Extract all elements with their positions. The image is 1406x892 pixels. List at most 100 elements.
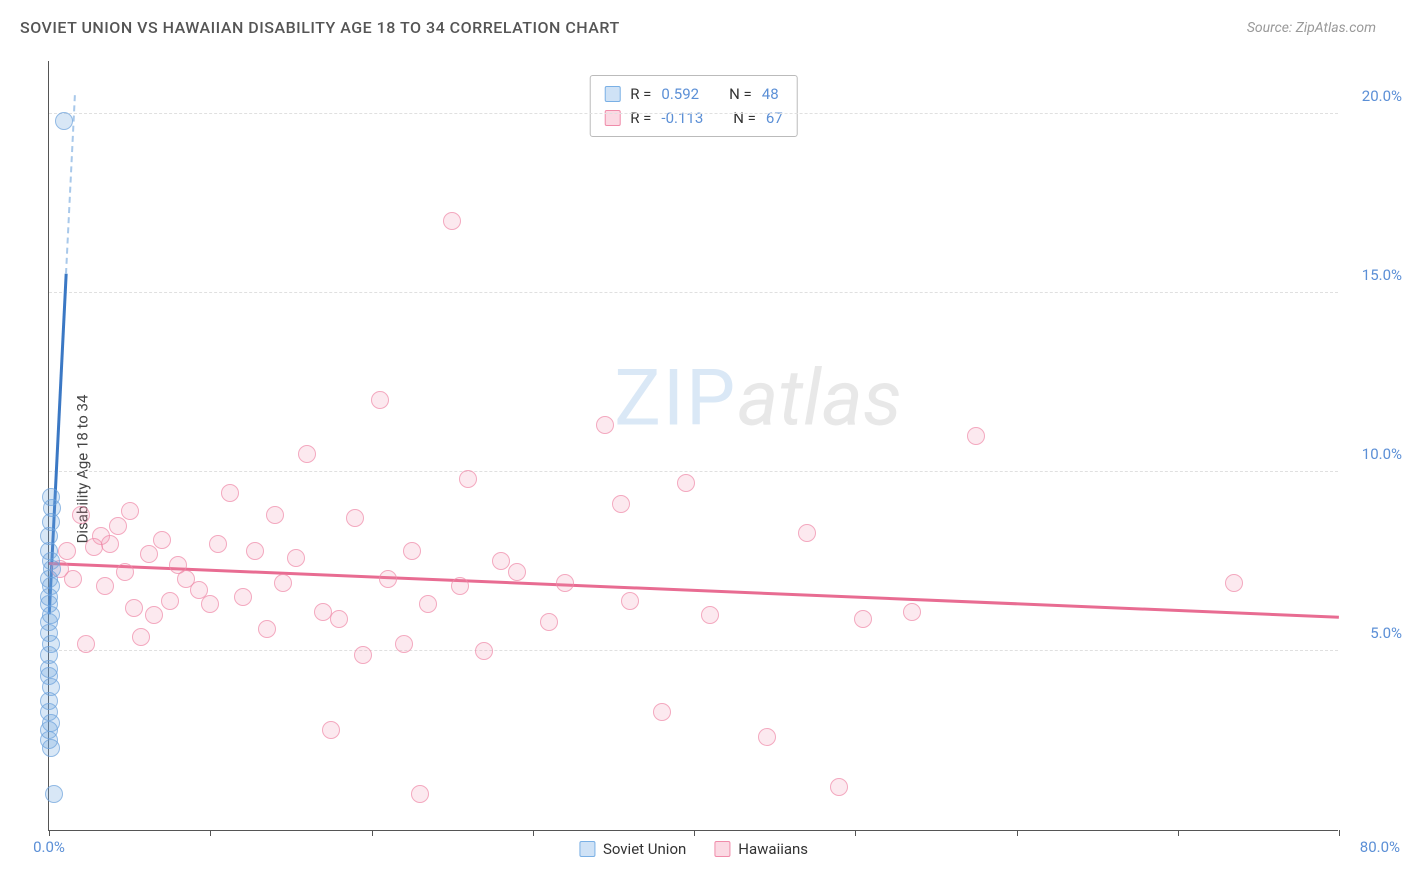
watermark-atlas: atlas [737, 354, 902, 445]
data-point [132, 628, 150, 646]
data-point [379, 570, 397, 588]
legend-swatch [579, 841, 595, 857]
data-point [443, 212, 461, 230]
data-point [346, 509, 364, 527]
y-tick-label: 20.0% [1362, 87, 1402, 105]
data-point [96, 577, 114, 595]
data-point [798, 524, 816, 542]
data-point [209, 535, 227, 553]
data-point [246, 542, 264, 560]
data-point [677, 474, 695, 492]
y-tick-label: 5.0% [1370, 624, 1402, 642]
n-label: N = [729, 82, 752, 106]
data-point [653, 703, 671, 721]
data-point [298, 445, 316, 463]
gridline [49, 650, 1338, 651]
data-point [72, 506, 90, 524]
n-value: 67 [766, 106, 783, 130]
data-point [77, 635, 95, 653]
data-point [1225, 574, 1243, 592]
data-point [451, 577, 469, 595]
x-tick [210, 830, 211, 836]
data-point [125, 599, 143, 617]
data-point [508, 563, 526, 581]
data-point [403, 542, 421, 560]
n-label: N = [733, 106, 756, 130]
data-point [459, 470, 477, 488]
gridline [49, 113, 1338, 114]
x-tick-label: 80.0% [1360, 838, 1400, 856]
x-tick [1178, 830, 1179, 836]
series-legend: Soviet Union Hawaiians [579, 840, 808, 858]
data-point [45, 785, 63, 803]
data-point [58, 542, 76, 560]
data-point [621, 592, 639, 610]
legend-item: Hawaiians [714, 840, 808, 858]
data-point [153, 531, 171, 549]
x-tick [1017, 830, 1018, 836]
data-point [221, 484, 239, 502]
x-tick-label: 0.0% [33, 838, 65, 856]
data-point [612, 495, 630, 513]
y-tick-label: 15.0% [1362, 266, 1402, 284]
data-point [758, 728, 776, 746]
x-tick [855, 830, 856, 836]
r-label: R = [630, 82, 651, 106]
y-tick-label: 10.0% [1362, 445, 1402, 463]
data-point [116, 563, 134, 581]
data-point [322, 721, 340, 739]
data-point [258, 620, 276, 638]
data-point [701, 606, 719, 624]
data-point [411, 785, 429, 803]
data-point [274, 574, 292, 592]
data-point [287, 549, 305, 567]
data-point [201, 595, 219, 613]
data-point [64, 570, 82, 588]
x-tick [372, 830, 373, 836]
data-point [540, 613, 558, 631]
data-point [854, 610, 872, 628]
data-point [266, 506, 284, 524]
legend-item: Soviet Union [579, 840, 686, 858]
watermark: ZIPatlas [614, 354, 902, 445]
chart-container: Disability Age 18 to 34 ZIPatlas R =0.59… [0, 49, 1406, 889]
gridline [49, 292, 1338, 293]
watermark-zip: ZIP [614, 354, 737, 445]
r-value: 0.592 [661, 82, 699, 106]
data-point [419, 595, 437, 613]
legend-swatch [714, 841, 730, 857]
data-point [330, 610, 348, 628]
r-value: -0.113 [661, 106, 703, 130]
x-tick [694, 830, 695, 836]
legend-label: Hawaiians [738, 840, 808, 858]
data-point [101, 535, 119, 553]
data-point [121, 502, 139, 520]
data-point [903, 603, 921, 621]
data-point [475, 642, 493, 660]
x-tick [1339, 830, 1340, 836]
data-point [145, 606, 163, 624]
source-attribution: Source: ZipAtlas.com [1247, 20, 1376, 36]
data-point [234, 588, 252, 606]
x-tick [533, 830, 534, 836]
stats-row: R = 0.592 N = 48 [604, 82, 783, 106]
data-point [395, 635, 413, 653]
legend-label: Soviet Union [603, 840, 686, 858]
data-point [42, 739, 60, 757]
stats-row: R =-0.113N =67 [604, 106, 783, 130]
data-point [354, 646, 372, 664]
data-point [55, 112, 73, 130]
x-tick [49, 830, 50, 836]
data-point [140, 545, 158, 563]
n-value: 48 [762, 82, 779, 106]
data-point [161, 592, 179, 610]
data-point [830, 778, 848, 796]
plot-area: ZIPatlas R =0.592N =48R =-0.113N =67 Sov… [48, 61, 1338, 831]
data-point [596, 416, 614, 434]
data-point [556, 574, 574, 592]
stats-legend-box: R = 0.592 N = 48R = -0.113 N = 67 [589, 75, 798, 137]
data-point [967, 427, 985, 445]
data-point [492, 552, 510, 570]
data-point [371, 391, 389, 409]
chart-title: SOVIET UNION VS HAWAIIAN DISABILITY AGE … [20, 18, 620, 37]
